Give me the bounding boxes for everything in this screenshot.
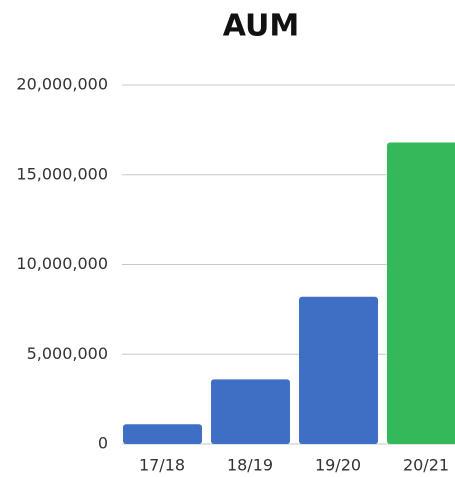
bar [387,142,455,444]
x-tick-label: 17/18 [139,456,185,475]
x-tick-label: 18/19 [227,456,273,475]
y-tick-label: 0 [98,434,108,453]
x-tick-label: 20/21 [403,456,449,475]
y-tick-label: 20,000,000 [16,75,108,94]
bar [299,296,378,444]
y-tick-label: 5,000,000 [27,344,108,363]
y-tick-label: 15,000,000 [16,164,108,183]
bar [211,379,290,444]
bar [123,424,202,444]
y-tick-label: 10,000,000 [16,254,108,273]
x-tick-label: 19/20 [315,456,361,475]
chart-title: AUM [223,9,300,44]
